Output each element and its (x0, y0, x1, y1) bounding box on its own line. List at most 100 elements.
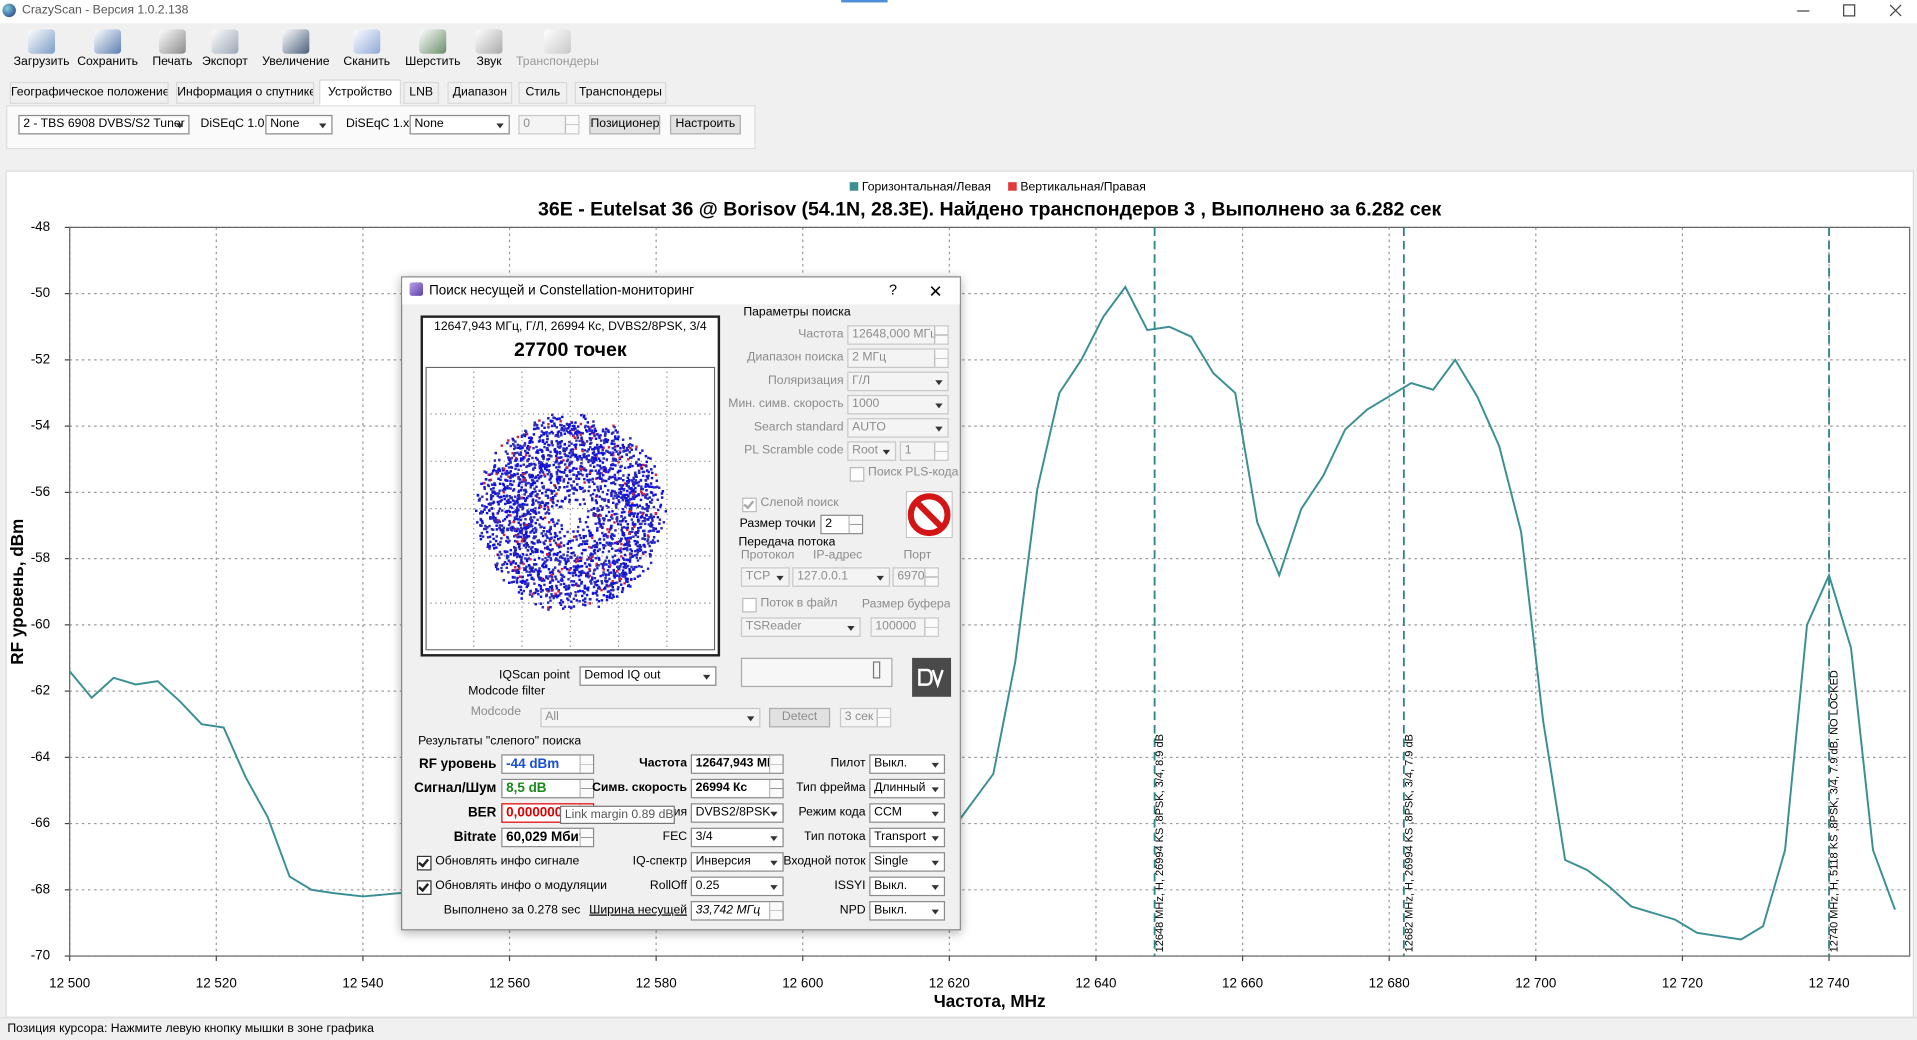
button[interactable]: Настроить (669, 114, 741, 135)
combo-box[interactable]: 2 - TBS 6908 DVBS/S2 Tuner 0 (18, 114, 190, 135)
tab[interactable]: Транспондеры (574, 81, 667, 104)
combo-box[interactable]: All (540, 707, 761, 728)
constellation-dot (534, 494, 537, 497)
constellation-dot (560, 428, 563, 431)
constellation-dot (543, 445, 546, 449)
constellation-dot (615, 570, 619, 573)
toolbar-icon[interactable] (282, 29, 310, 54)
constellation-dot (613, 491, 616, 494)
constellation-dot (585, 455, 588, 458)
combo-box[interactable]: CCM (869, 803, 946, 823)
combo-box[interactable]: 0.25 (690, 876, 784, 897)
constellation-dot (600, 588, 603, 592)
combo-box[interactable]: Выкл. (869, 876, 946, 897)
combo-box[interactable]: AUTO (847, 418, 949, 438)
toolbar-button[interactable]: Сканить (343, 55, 391, 69)
combo-box[interactable]: Root (847, 441, 897, 461)
combo-box[interactable]: Выкл. (869, 901, 946, 921)
constellation-dot (638, 451, 642, 455)
spin-box[interactable]: 12647,943 МГ (690, 754, 784, 774)
toolbar-button[interactable]: Транспондеры (516, 55, 599, 69)
constellation-dot (572, 597, 576, 601)
constellation-dot (546, 511, 549, 514)
combo-box[interactable]: 1000 (847, 394, 949, 415)
spin-box[interactable]: -44 dBm (501, 754, 595, 774)
toolbar-icon[interactable] (544, 29, 571, 54)
spin-box[interactable]: 1 (899, 441, 949, 461)
toolbar-button[interactable]: Звук (476, 55, 502, 69)
constellation-dot (611, 467, 614, 471)
button[interactable]: Позиционер (589, 114, 661, 135)
combo-box[interactable]: TSReader (740, 617, 861, 637)
combo-box[interactable]: Г/Л (847, 371, 949, 392)
constellation-dot (594, 469, 597, 472)
toolbar-icon[interactable] (353, 29, 381, 54)
combo-box[interactable]: TCP (740, 567, 790, 587)
button[interactable]: Detect (769, 707, 831, 728)
constellation-dot (649, 553, 652, 557)
tab[interactable]: LNB (403, 81, 439, 104)
spin-box[interactable]: 33,742 МГц (690, 901, 784, 921)
spin-box[interactable]: 26994 Кс (690, 778, 784, 799)
spin-box[interactable]: 6970 (892, 567, 939, 587)
combo-box[interactable]: Transport (869, 827, 946, 848)
combo-box[interactable]: 3/4 (690, 827, 784, 848)
spin-box[interactable]: 2 (820, 514, 864, 535)
combo-box[interactable]: Инверсия (690, 852, 784, 872)
constellation-dot (592, 433, 596, 436)
constellation-dot (581, 590, 584, 593)
tab[interactable]: Стиль (518, 81, 568, 104)
toolbar-button[interactable]: Загрузить (13, 55, 70, 69)
tab[interactable]: Устройство (319, 79, 402, 106)
constellation-dot (630, 456, 633, 459)
toolbar-icon[interactable] (28, 29, 56, 54)
combo-box[interactable]: Длинный (869, 778, 946, 799)
spin-box[interactable]: 3 сек (839, 707, 892, 728)
toolbar-icon[interactable] (94, 29, 122, 54)
constellation-dot (567, 494, 571, 497)
spin-box[interactable]: 0 (518, 114, 580, 135)
spin-box[interactable]: 60,029 Мбит (501, 827, 595, 848)
tab[interactable]: Географическое положение (9, 81, 169, 104)
toolbar-button[interactable]: Сохранить (77, 55, 138, 69)
toolbar-button[interactable]: Печать (152, 55, 193, 69)
tab[interactable]: Диапазон (447, 81, 513, 104)
combo-box[interactable]: Demod IQ out (579, 666, 717, 686)
constellation-dot (516, 555, 519, 559)
constellation-dot (580, 594, 584, 598)
constellation-dot (607, 530, 611, 534)
checkbox[interactable]: Поиск PLS-кода (849, 465, 958, 482)
combo-box[interactable]: None (409, 114, 510, 135)
constellation-dot (576, 483, 579, 486)
toolbar-icon[interactable] (419, 29, 447, 54)
spin-box[interactable]: 2 МГц (847, 348, 949, 368)
combo-box[interactable]: Выкл. (869, 754, 946, 774)
toolbar-icon[interactable] (211, 29, 239, 54)
toolbar-button[interactable]: Шерстить (405, 55, 461, 69)
combo-box[interactable]: Single (869, 852, 946, 872)
toolbar-icon[interactable] (158, 29, 186, 54)
spin-box[interactable]: 100000 (870, 617, 939, 637)
constellation-dot (628, 558, 632, 561)
toolbar-icon[interactable] (475, 29, 503, 54)
constellation-dot (622, 445, 625, 449)
toolbar-button[interactable]: Экспорт (201, 55, 248, 69)
checkbox[interactable]: Слепой поиск (742, 495, 839, 513)
window-controls[interactable] (1785, 0, 1917, 23)
maximize-button[interactable] (1843, 4, 1856, 17)
checkbox[interactable]: Обновлять инфо сигнале (416, 853, 579, 871)
checkbox[interactable]: Поток в файл (742, 595, 837, 613)
spin-box[interactable]: 8,5 dB (501, 778, 595, 799)
constellation-dot (630, 486, 633, 490)
constellation-dot (577, 477, 581, 480)
label[interactable]: × (929, 281, 943, 301)
spin-box[interactable]: 12648,000 МГц (847, 325, 949, 345)
combo-box[interactable]: None (265, 114, 333, 135)
close-button[interactable] (1889, 4, 1902, 17)
combo-box[interactable]: DVBS2/8PSK (690, 803, 784, 823)
checkbox[interactable]: Обновлять инфо о модуляции (416, 878, 607, 895)
stop-button[interactable] (905, 491, 953, 538)
tab[interactable]: Информация о спутнике (176, 81, 315, 104)
toolbar-button[interactable]: Увеличение (262, 55, 330, 69)
combo-box[interactable]: 127.0.0.1 (792, 567, 891, 587)
